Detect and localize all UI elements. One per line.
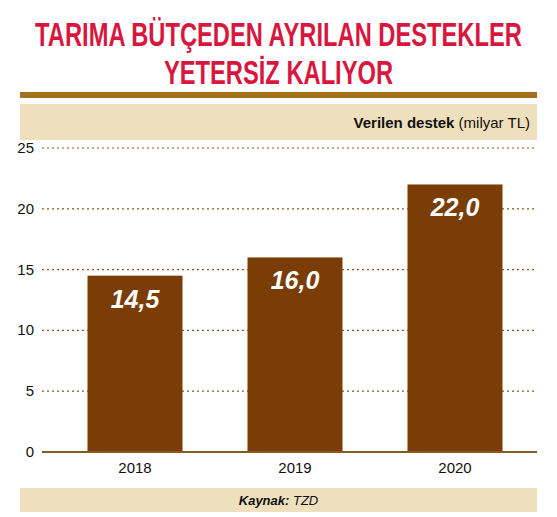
source-head: Kaynak: [239, 493, 290, 508]
title-line: TARIMA BÜTÇEDEN AYRILAN DESTEKLER [35, 15, 522, 53]
y-tick-label: 5 [26, 382, 34, 399]
y-axis-label-bold: Verilen destek [354, 114, 456, 131]
x-tick-label: 2019 [278, 459, 311, 476]
baseline [42, 451, 537, 453]
grid-line [42, 451, 537, 452]
source-name: TZD [289, 493, 318, 508]
bar [408, 184, 503, 452]
y-axis-label: Verilen destek (milyar TL) [354, 114, 530, 131]
title-rule [20, 92, 537, 98]
title-group: TARIMA BÜTÇEDEN AYRILAN DESTEKLERYETERSİ… [35, 15, 522, 91]
data-label: 14,5 [111, 285, 161, 313]
data-label: 16,0 [271, 266, 320, 294]
bar [88, 276, 183, 452]
x-tick-label: 2018 [118, 459, 151, 476]
y-tick-label: 25 [17, 139, 34, 156]
y-tick-label: 15 [17, 261, 34, 278]
grid-line [42, 147, 537, 148]
source-band [20, 488, 537, 512]
bar [248, 257, 343, 452]
y-tick-label: 10 [17, 321, 34, 338]
source: Kaynak: TZD [239, 493, 318, 508]
x-tick-label: 2020 [438, 459, 471, 476]
title: TARIMA BÜTÇEDEN AYRILAN DESTEKLERYETERSİ… [35, 15, 522, 91]
y-tick-label: 20 [17, 200, 34, 217]
y-axis-label-unit: (milyar TL) [454, 114, 530, 131]
y-tick-label: 0 [26, 443, 34, 460]
title-line: YETERSİZ KALIYOR [164, 53, 393, 91]
label-band [20, 104, 537, 140]
data-label: 22,0 [430, 193, 480, 221]
chart: TARIMA BÜTÇEDEN AYRILAN DESTEKLERYETERSİ… [0, 0, 557, 517]
